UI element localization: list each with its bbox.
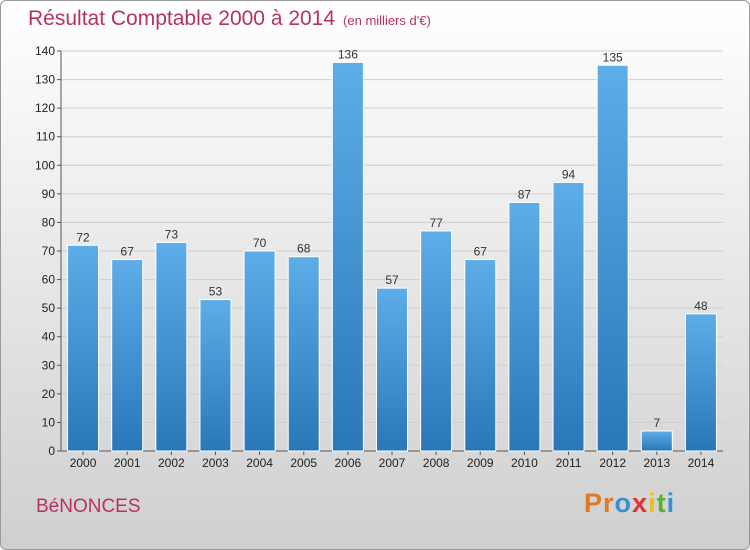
- x-tick-label: 2008: [423, 456, 450, 470]
- x-tick-label: 2013: [643, 456, 670, 470]
- logo-letter: o: [614, 488, 633, 518]
- bar-value-label: 67: [121, 245, 135, 259]
- chart-title: Résultat Comptable 2000 à 2014: [28, 7, 336, 30]
- bar: [376, 287, 408, 452]
- x-tick-label: 2011: [556, 456, 582, 470]
- bar: [508, 201, 541, 452]
- bar-value-label: 67: [474, 245, 488, 259]
- bar: [243, 250, 276, 452]
- bar-value-label: 77: [429, 216, 443, 230]
- bar-value-label: 68: [297, 242, 311, 256]
- bar-value-label: 73: [165, 227, 179, 241]
- logo-letter: i: [666, 488, 676, 518]
- bar: [199, 299, 232, 452]
- bar-value-label: 48: [694, 299, 708, 313]
- y-tick-label: 140: [35, 44, 55, 58]
- y-tick-label: 10: [42, 415, 56, 429]
- bar: [596, 64, 629, 452]
- bar-value-label: 136: [338, 47, 358, 61]
- bar: [287, 256, 320, 452]
- y-tick-label: 60: [42, 273, 56, 287]
- bar: [420, 230, 453, 452]
- x-tick-label: 2003: [202, 456, 229, 470]
- x-tick-label: 2005: [290, 456, 317, 470]
- y-tick-label: 50: [42, 301, 56, 315]
- bar-value-label: 135: [603, 50, 623, 64]
- logo-letter: P: [584, 488, 604, 518]
- bar-value-label: 72: [76, 230, 90, 244]
- x-tick-label: 2009: [467, 456, 494, 470]
- bar-value-label: 7: [653, 416, 660, 430]
- x-tick-label: 2007: [379, 456, 406, 470]
- x-tick-label: 2000: [70, 456, 97, 470]
- proxiti-logo[interactable]: Proxiti: [584, 488, 675, 519]
- bar-value-label: 94: [562, 167, 576, 181]
- bar-value-label: 53: [209, 285, 223, 299]
- logo-letter: i: [648, 488, 657, 518]
- bar-value-label: 87: [518, 187, 532, 201]
- x-tick-label: 2004: [246, 456, 273, 470]
- y-tick-label: 90: [42, 187, 56, 201]
- bar: [67, 244, 100, 452]
- y-tick-label: 80: [42, 215, 56, 229]
- bar: [552, 181, 585, 452]
- bar: [464, 259, 497, 452]
- x-tick-label: 2006: [335, 456, 362, 470]
- x-tick-label: 2014: [688, 456, 715, 470]
- y-tick-label: 0: [48, 444, 55, 458]
- x-tick-label: 2002: [158, 456, 185, 470]
- bar-value-label: 70: [253, 236, 267, 250]
- x-tick-label: 2010: [511, 456, 538, 470]
- y-tick-label: 110: [36, 130, 55, 144]
- chart-subtitle: (en milliers d'€): [343, 13, 431, 28]
- bar-value-label: 57: [385, 273, 399, 287]
- x-tick-label: 2012: [599, 456, 626, 470]
- y-tick-label: 120: [35, 101, 55, 115]
- y-tick-label: 130: [35, 73, 55, 87]
- bar: [111, 259, 144, 452]
- y-tick-label: 20: [42, 387, 56, 401]
- bar: [331, 61, 364, 452]
- y-tick-label: 70: [42, 244, 56, 258]
- y-tick-label: 40: [42, 330, 56, 344]
- bar: [684, 313, 717, 452]
- x-tick-label: 2001: [114, 456, 141, 470]
- logo-letter: x: [632, 488, 649, 518]
- bar: [155, 241, 188, 452]
- logo-letter: r: [603, 488, 615, 518]
- chart-title-block: Résultat Comptable 2000 à 2014 (en millie…: [28, 7, 431, 31]
- y-tick-label: 30: [42, 358, 56, 372]
- logo-letter: t: [656, 488, 667, 518]
- bar: [640, 430, 673, 452]
- bars: [67, 61, 717, 452]
- city-name: BéNONCES: [36, 496, 141, 517]
- labels: 0 10 20 30 40 50 60 70 80 90 100 110 120 130 140 72 2000…: [35, 44, 715, 470]
- y-tick-label: 100: [35, 158, 55, 172]
